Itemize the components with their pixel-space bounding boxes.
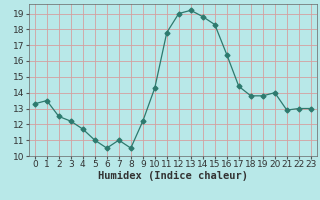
X-axis label: Humidex (Indice chaleur): Humidex (Indice chaleur): [98, 171, 248, 181]
